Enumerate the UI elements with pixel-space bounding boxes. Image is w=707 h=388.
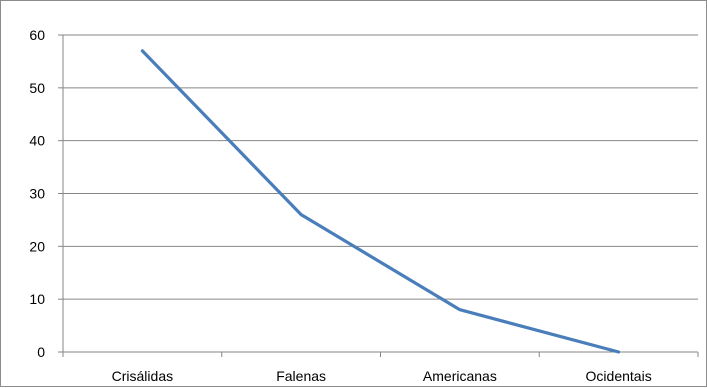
series-lines bbox=[140, 49, 621, 354]
x-tick-label: Crisálidas bbox=[112, 368, 173, 384]
x-tick-label: Americanas bbox=[423, 368, 497, 384]
y-tick-label: 0 bbox=[37, 344, 45, 360]
series-line bbox=[140, 49, 621, 354]
y-tick-label: 20 bbox=[29, 238, 45, 254]
x-tick-labels: Crisálidas Falenas Americanas Ocidentais bbox=[112, 368, 652, 384]
y-tick-label: 10 bbox=[29, 291, 45, 307]
y-tick-label: 40 bbox=[29, 133, 45, 149]
axes bbox=[58, 34, 699, 357]
x-tick-label: Falenas bbox=[276, 368, 326, 384]
y-tick-label: 30 bbox=[29, 186, 45, 202]
y-tick-labels: 0 10 20 30 40 50 60 bbox=[29, 27, 45, 360]
x-tick-label: Ocidentais bbox=[586, 368, 652, 384]
y-tick-label: 50 bbox=[29, 80, 45, 96]
y-tick-label: 60 bbox=[29, 27, 45, 43]
gridlines bbox=[63, 34, 698, 300]
